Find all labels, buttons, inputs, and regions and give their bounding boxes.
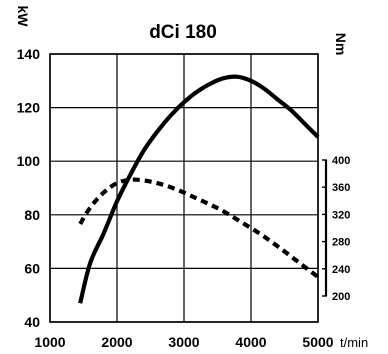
x-tick-label: 4000 (235, 334, 266, 350)
y-left-tick-label: 60 (24, 260, 40, 276)
power-curve-line (78, 74, 320, 304)
y-right-tick-label: 320 (332, 209, 350, 221)
grid (49, 53, 319, 323)
y-right-unit-label: Nm (333, 33, 349, 56)
x-tick-label: 2000 (101, 334, 132, 350)
y-right-tick-label: 200 (332, 291, 350, 303)
y-left-tick-label: 140 (17, 46, 41, 62)
y-right-tick-label: 240 (332, 264, 350, 276)
y-left-tick-label: 100 (17, 153, 41, 169)
chart-title: dCi 180 (149, 22, 217, 43)
y-right-tick-label: 360 (332, 182, 350, 194)
series-lines (78, 74, 320, 304)
x-unit-label: t/min (340, 335, 368, 350)
y-left-tick-label: 80 (24, 207, 40, 223)
y-left-tick-label: 40 (24, 314, 40, 330)
tick-labels: 1000 2000 3000 4000 5000 40 60 80 100 120 140 (17, 46, 334, 350)
y-right-tick-label: 400 (332, 155, 350, 167)
y-right-tick-label: 280 (332, 237, 350, 249)
torque-curve-line (78, 177, 320, 279)
y-left-tick-label: 120 (17, 100, 41, 116)
x-tick-label: 5000 (302, 334, 333, 350)
right-axis: 200 240 280 320 360 400 (322, 155, 350, 303)
x-tick-label: 1000 (34, 334, 65, 350)
x-tick-label: 3000 (168, 334, 199, 350)
y-left-unit-label: kW (15, 6, 31, 28)
